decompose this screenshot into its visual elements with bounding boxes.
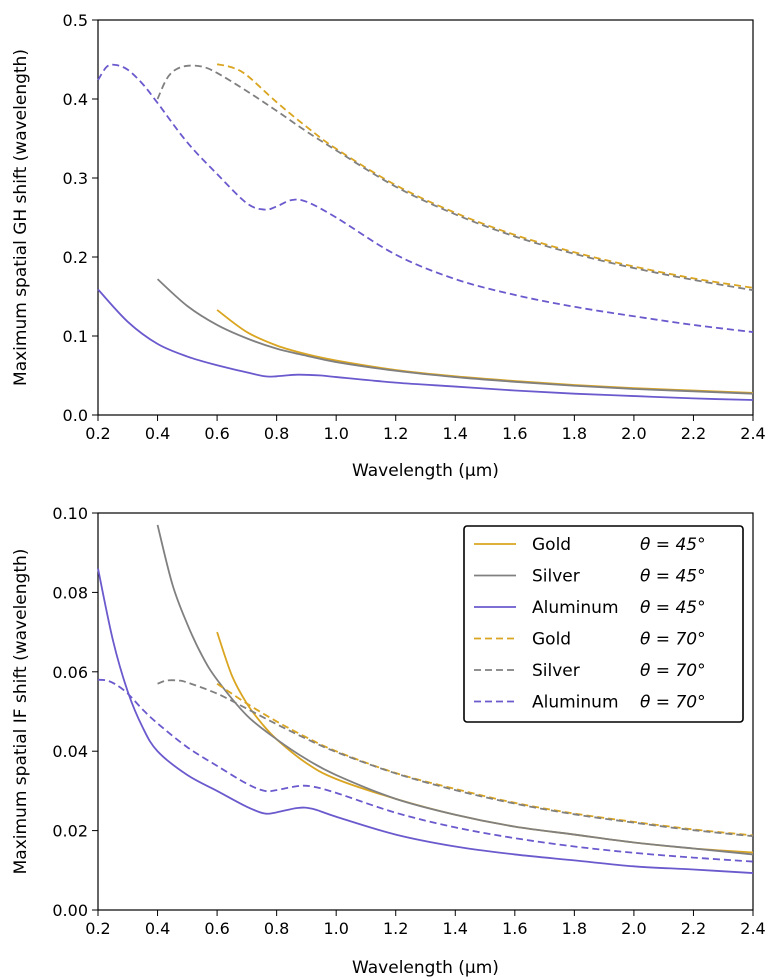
- gh-x-tick-label: 0.4: [145, 424, 170, 443]
- legend-item-aluminum-45: Aluminum θ = 45°: [474, 598, 706, 618]
- gh-x-tick-label: 2.0: [621, 424, 646, 443]
- if-y-axis-label: Maximum spatial IF shift (wavelength): [11, 549, 31, 875]
- if-y-tick-label: 0.06: [52, 663, 88, 682]
- if-y-tick-label: 0.02: [52, 822, 88, 841]
- gh-y-tick-label: 0.5: [63, 11, 88, 30]
- legend-item-gold-70: Gold θ = 70°: [474, 630, 706, 650]
- legend-angle-label: θ = 45°: [640, 567, 706, 587]
- if-silver-45-line: [156, 524, 754, 856]
- gh-x-tick-label: 1.2: [383, 424, 408, 443]
- legend-items: Gold θ = 45°Silver θ = 45°Aluminum θ = 45°G…: [474, 535, 706, 713]
- gh-silver-45-line: [156, 278, 754, 395]
- if-ticks: 0.2 0.4 0.6 0.8 1.0 1.2 1.4 1.6 1.8 2.0 2.2 2.4 0.00…: [52, 504, 765, 938]
- legend-item-aluminum-70: Aluminum θ = 70°: [474, 693, 706, 713]
- if-x-tick-label: 0.8: [264, 919, 289, 938]
- gh-x-tick-label: 0.8: [264, 424, 289, 443]
- gh-x-tick-label: 1.4: [443, 424, 468, 443]
- gh-x-tick-label: 2.4: [740, 424, 765, 443]
- gh-y-tick-label: 0.4: [63, 90, 88, 109]
- legend-angle-label: θ = 45°: [640, 535, 706, 555]
- if-x-tick-label: 0.6: [204, 919, 229, 938]
- gh-x-tick-label: 1.0: [323, 424, 348, 443]
- if-x-tick-label: 1.8: [562, 919, 587, 938]
- if-x-tick-label: 0.2: [85, 919, 110, 938]
- if-x-tick-label: 1.6: [502, 919, 527, 938]
- gh-x-tick-label: 1.8: [562, 424, 587, 443]
- gh-ticks: 0.2 0.4 0.6 0.8 1.0 1.2 1.4 1.6 1.8 2.0 2.2 2.40.00…: [63, 11, 766, 443]
- gh-silver-70-line: [156, 64, 754, 292]
- legend-box: [463, 525, 744, 723]
- gh-series-lines: [97, 63, 754, 401]
- if-y-tick-label: 0.10: [52, 504, 88, 523]
- gh-shift-chart: 0.2 0.4 0.6 0.8 1.0 1.2 1.4 1.6 1.8 2.0 2.2 2.40.00…: [11, 11, 766, 481]
- legend-item-gold-45: Gold θ = 45°: [474, 535, 706, 555]
- legend-material-label: Silver: [532, 567, 580, 587]
- if-x-tick-label: 2.2: [681, 919, 706, 938]
- gh-x-tick-label: 0.6: [204, 424, 229, 443]
- legend-angle-label: θ = 45°: [640, 598, 706, 618]
- if-aluminum-70-line: [97, 678, 754, 863]
- if-y-tick-label: 0.04: [52, 742, 88, 761]
- if-series-lines: [97, 524, 754, 874]
- legend: Gold θ = 45°Silver θ = 45°Aluminum θ = 45°G…: [463, 525, 744, 723]
- gh-x-tick-label: 1.6: [502, 424, 527, 443]
- if-shift-chart: 0.2 0.4 0.6 0.8 1.0 1.2 1.4 1.6 1.8 2.0 2.2 2.4 0.00…: [11, 504, 766, 978]
- gh-x-tick-label: 2.2: [681, 424, 706, 443]
- if-y-tick-label: 0.08: [52, 583, 88, 602]
- if-x-tick-label: 1.4: [443, 919, 468, 938]
- if-x-tick-label: 1.2: [383, 919, 408, 938]
- if-silver-70-line: [157, 679, 754, 838]
- gh-y-tick-label: 0.0: [63, 406, 88, 425]
- legend-material-label: Gold: [532, 535, 571, 555]
- legend-item-silver-70: Silver θ = 70°: [474, 661, 706, 681]
- gh-y-tick-label: 0.1: [63, 327, 88, 346]
- if-plot-frame: [97, 512, 754, 911]
- gh-plot-frame: [97, 19, 754, 416]
- if-x-tick-label: 2.4: [740, 919, 765, 938]
- if-x-tick-label: 1.0: [323, 919, 348, 938]
- legend-angle-label: θ = 70°: [640, 661, 706, 681]
- legend-material-label: Gold: [532, 630, 571, 650]
- if-x-axis-label: Wavelength (μm): [352, 958, 499, 978]
- gh-gold-70-line: [216, 63, 754, 289]
- legend-angle-label: θ = 70°: [640, 630, 706, 650]
- if-x-tick-label: 2.0: [621, 919, 646, 938]
- gh-x-axis-label: Wavelength (μm): [352, 461, 499, 481]
- if-aluminum-45-line: [97, 568, 754, 874]
- legend-angle-label: θ = 70°: [640, 693, 706, 713]
- if-y-tick-label: 0.00: [52, 901, 88, 920]
- gh-y-tick-label: 0.3: [63, 169, 88, 188]
- gh-aluminum-70-line: [97, 63, 754, 333]
- gh-y-axis-label: Maximum spatial GH shift (wavelength): [11, 49, 31, 386]
- legend-material-label: Aluminum: [532, 693, 619, 713]
- legend-item-silver-45: Silver θ = 45°: [474, 567, 706, 587]
- gh-aluminum-45-line: [97, 288, 754, 401]
- if-x-tick-label: 0.4: [145, 919, 170, 938]
- legend-material-label: Silver: [532, 661, 580, 681]
- gh-x-tick-label: 0.2: [85, 424, 110, 443]
- gh-y-tick-label: 0.2: [63, 248, 88, 267]
- legend-material-label: Aluminum: [532, 598, 619, 618]
